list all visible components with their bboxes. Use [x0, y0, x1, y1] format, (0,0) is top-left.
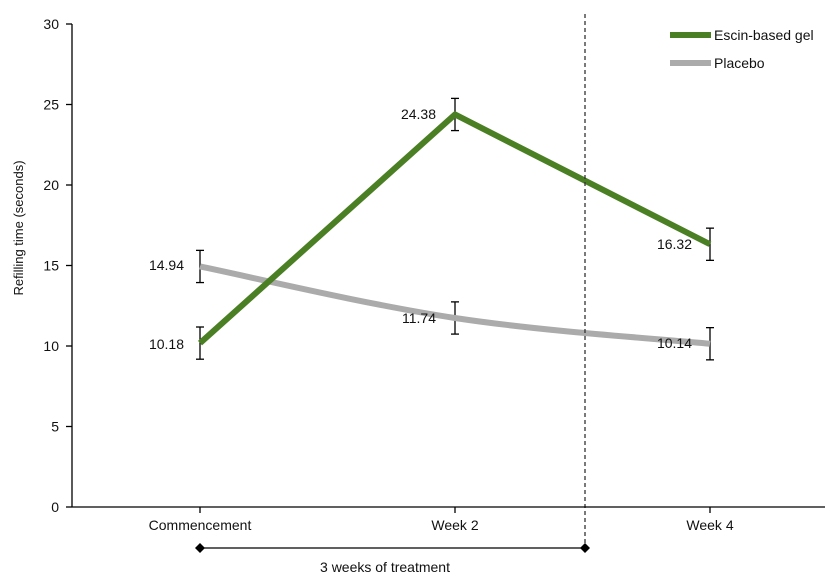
y-tick-label: 20 — [43, 177, 59, 193]
data-label: 11.74 — [402, 310, 436, 326]
treatment-period-bracket: 3 weeks of treatment — [195, 543, 590, 574]
data-label: 16.32 — [657, 236, 692, 252]
treatment-bracket-start-marker — [195, 543, 205, 553]
data-label: 14.94 — [149, 257, 184, 273]
series-line-escin — [197, 111, 712, 346]
y-tick-label: 15 — [43, 258, 59, 274]
y-tick-label: 25 — [43, 97, 59, 113]
treatment-bracket-end-marker — [580, 543, 590, 553]
legend-label-escin: Escin-based gel — [714, 27, 814, 43]
y-tick-label: 10 — [43, 338, 59, 354]
data-label: 24.38 — [401, 106, 436, 122]
x-tick-label: Week 2 — [431, 517, 478, 533]
data-labels-layer: 10.18 24.38 16.32 14.94 11.74 10.14 — [149, 106, 692, 352]
treatment-period-label: 3 weeks of treatment — [320, 559, 450, 574]
data-label: 10.18 — [149, 336, 184, 352]
data-label: 10.14 — [657, 335, 692, 351]
x-tick-label: Commencement — [149, 517, 252, 533]
y-axis-title: Refilling time (seconds) — [11, 160, 26, 295]
legend: Escin-based gel Placebo — [670, 27, 814, 71]
x-axis-ticks: Commencement Week 2 Week 4 — [149, 507, 734, 533]
y-tick-label: 0 — [51, 499, 59, 515]
series-line-placebo — [199, 263, 711, 347]
y-tick-label: 30 — [43, 16, 59, 32]
x-tick-label: Week 4 — [686, 517, 733, 533]
legend-label-placebo: Placebo — [714, 55, 765, 71]
y-tick-label: 5 — [51, 419, 59, 435]
y-axis-ticks: 0 5 10 15 20 25 30 — [43, 16, 72, 515]
series-lines-layer — [197, 111, 712, 347]
